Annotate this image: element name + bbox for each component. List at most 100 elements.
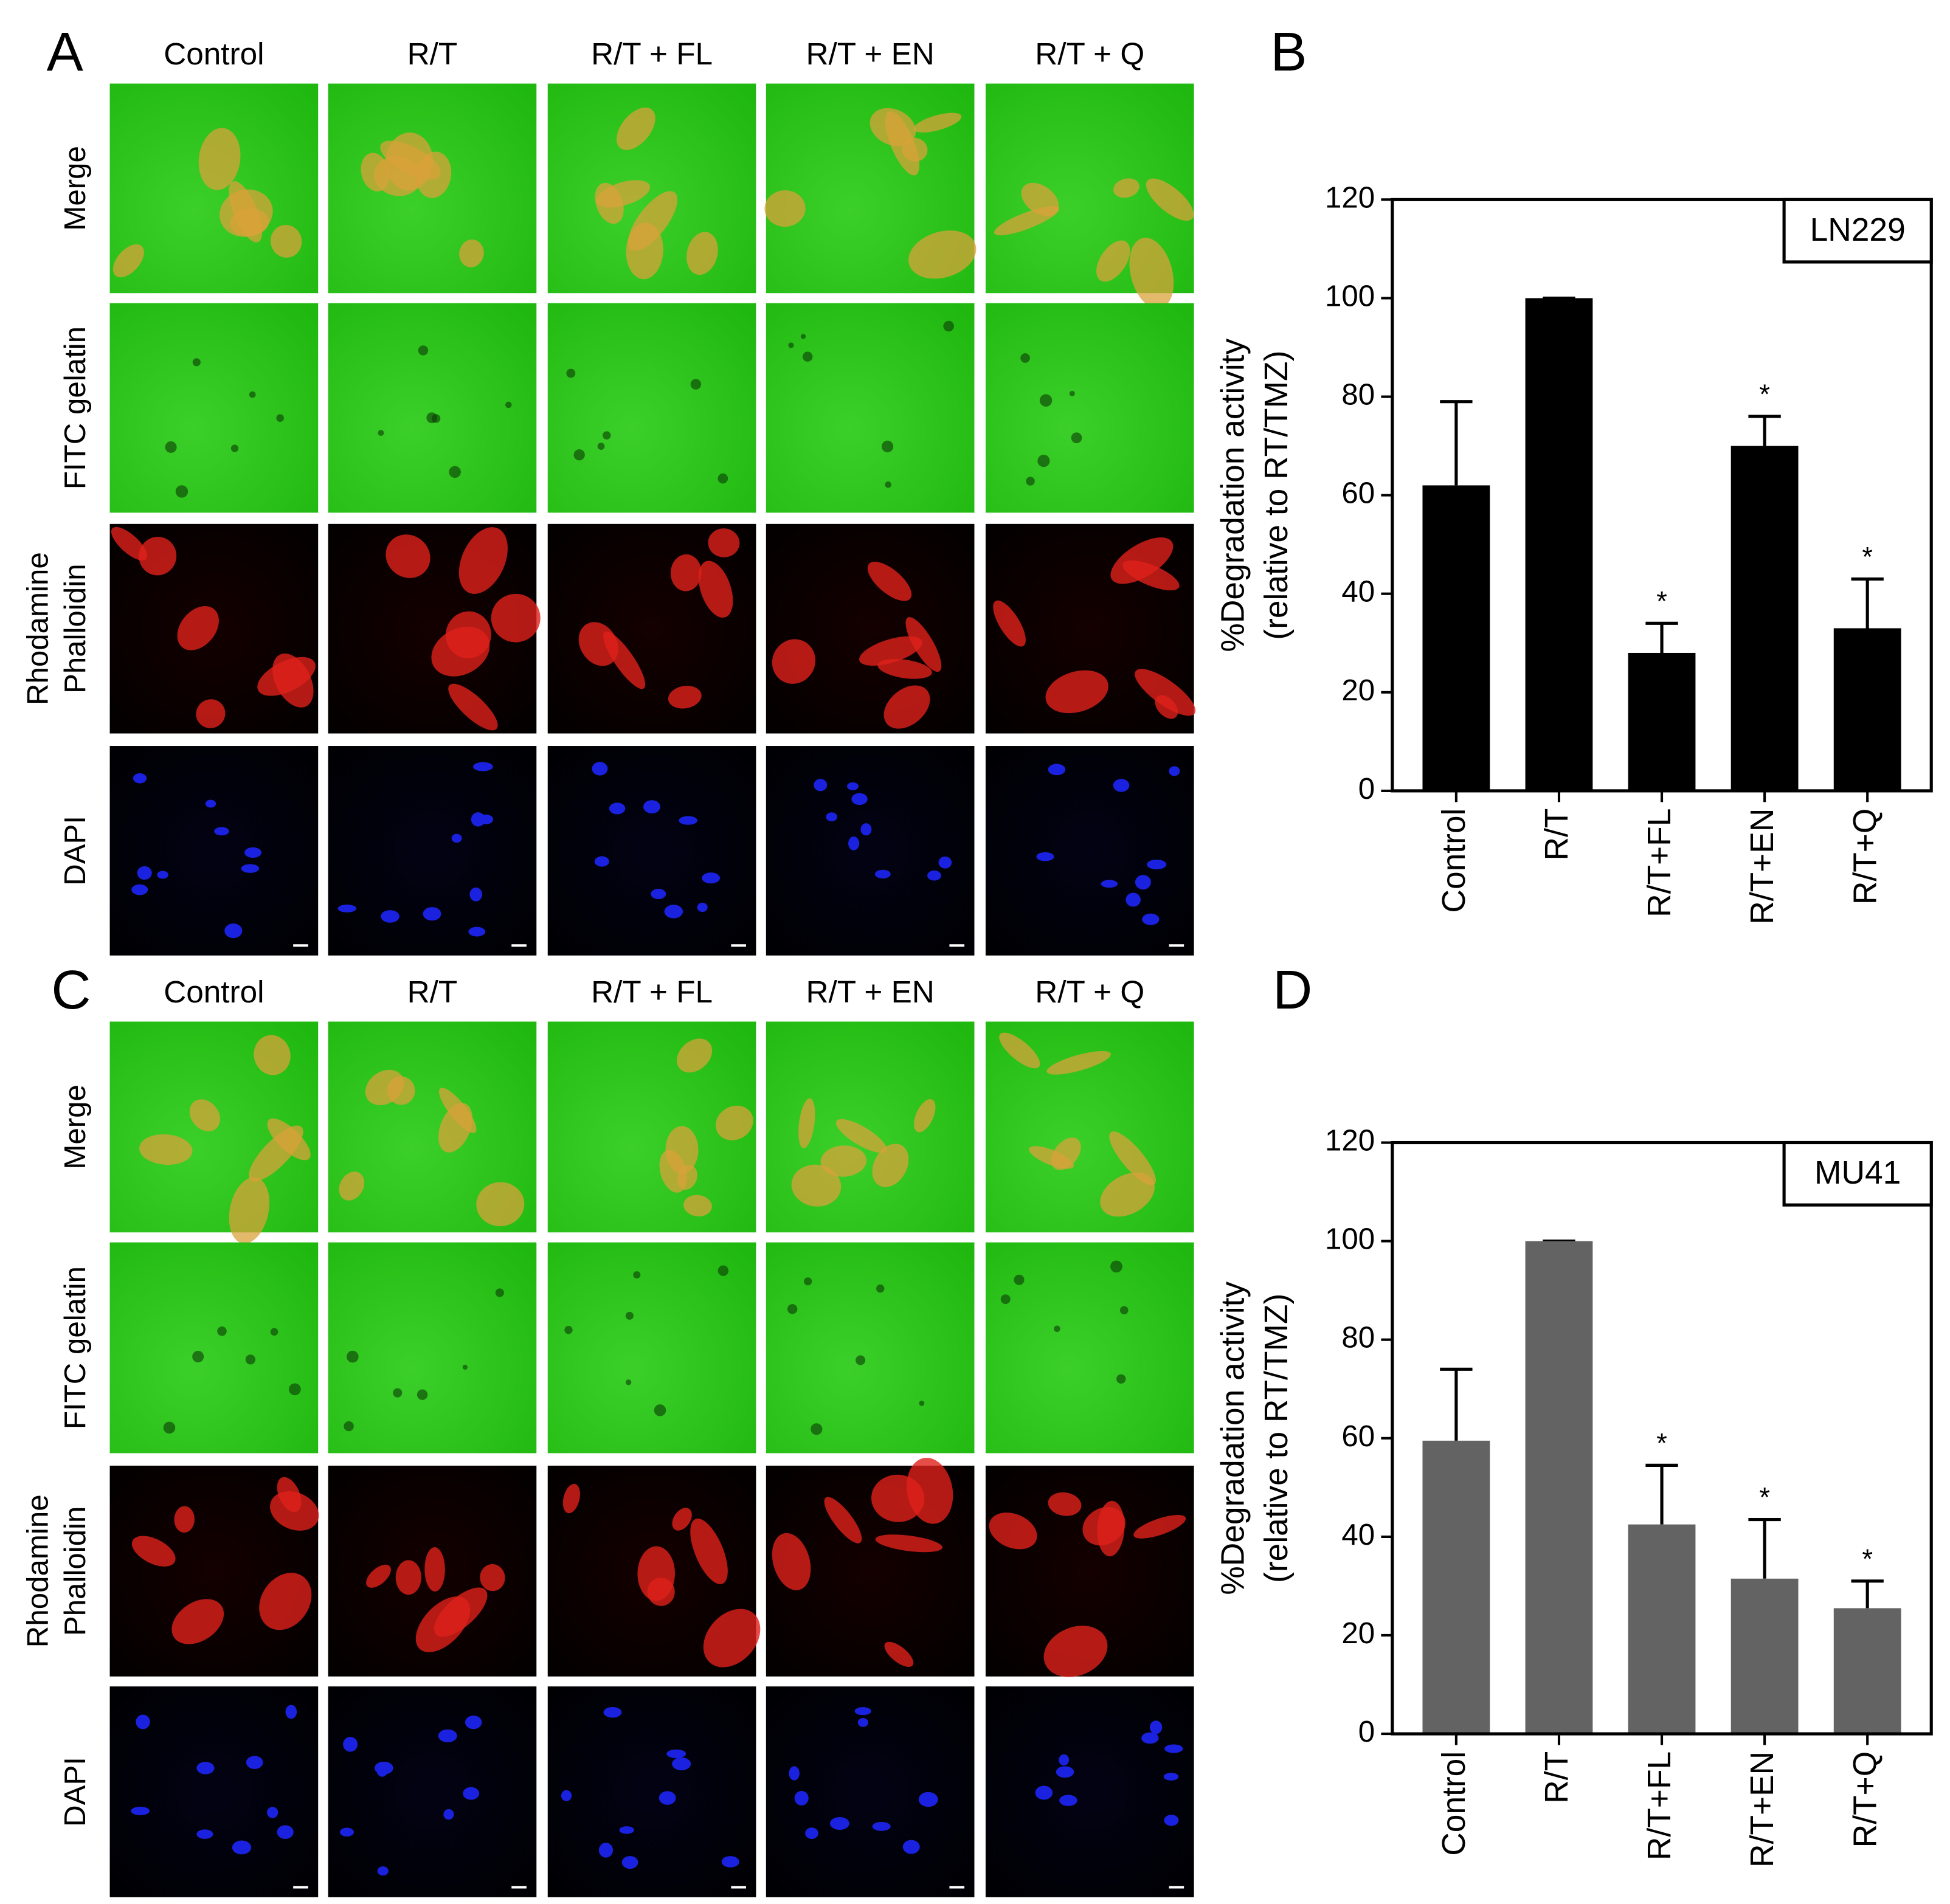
nucleus <box>643 800 660 814</box>
nucleus <box>702 872 721 884</box>
nucleus <box>1141 1732 1159 1744</box>
nucleus <box>927 870 941 881</box>
nucleus <box>847 782 859 790</box>
x-tick-label: R/T+FL <box>1642 1751 1678 1860</box>
cell <box>698 561 733 618</box>
row-label: Rhodamine <box>21 1494 55 1647</box>
micrograph <box>328 746 537 956</box>
y-tick-label: 40 <box>1341 1518 1375 1551</box>
cell <box>708 528 740 557</box>
nucleus <box>133 773 147 784</box>
nucleus <box>609 802 626 815</box>
y-tick-label: 120 <box>1325 1124 1375 1157</box>
cell <box>220 189 273 237</box>
panel-label: C <box>51 959 91 1021</box>
degradation-spot <box>1054 1325 1060 1333</box>
cell <box>366 1564 391 1588</box>
row-label: Merge <box>58 146 92 231</box>
degradation-spot <box>1071 432 1082 444</box>
micrograph <box>766 746 975 956</box>
row-label: Rhodamine <box>21 552 55 705</box>
nucleus <box>232 1840 252 1855</box>
nucleus <box>214 827 229 836</box>
degradation-spot <box>378 430 384 436</box>
nucleus <box>826 812 837 822</box>
nucleus <box>381 910 399 923</box>
nucleus <box>851 793 868 805</box>
nucleus <box>375 1761 393 1775</box>
x-tick-label: R/T <box>1539 809 1575 861</box>
degradation-spot <box>1020 353 1030 363</box>
cell <box>908 230 977 279</box>
nucleus <box>721 1856 739 1868</box>
nucleus <box>196 1829 213 1839</box>
degradation-spot <box>418 345 429 356</box>
cell <box>1146 178 1194 221</box>
column-label: R/T + FL <box>591 974 713 1009</box>
nucleus <box>137 866 152 880</box>
cell <box>1133 1515 1186 1539</box>
cell <box>1046 1051 1111 1075</box>
nucleus <box>1164 1815 1179 1826</box>
nucleus <box>267 1807 278 1818</box>
nucleus <box>814 779 828 792</box>
cell <box>883 685 930 729</box>
cell <box>1110 537 1174 584</box>
y-tick-label: 60 <box>1341 1419 1375 1453</box>
significance-mark: * <box>1759 1482 1770 1513</box>
cell <box>1122 560 1180 591</box>
nucleus <box>443 1809 454 1820</box>
cell <box>198 128 241 190</box>
micrograph <box>766 1686 975 1897</box>
cell <box>112 244 144 278</box>
annotation-box <box>1782 198 1933 264</box>
x-tick-label: R/T+EN <box>1744 1751 1780 1868</box>
degradation-spot <box>344 1421 354 1432</box>
cell <box>798 1098 815 1148</box>
micrograph <box>985 1686 1194 1897</box>
cell <box>1135 669 1196 716</box>
cell <box>386 132 434 191</box>
annotation: MU41 <box>1814 1155 1901 1191</box>
cell <box>914 1099 936 1133</box>
nucleus <box>246 1756 263 1769</box>
cell <box>562 1483 580 1514</box>
plot-frame <box>1391 198 1933 793</box>
cell <box>196 699 226 728</box>
degradation-spot <box>276 414 284 422</box>
nucleus <box>594 856 609 867</box>
nucleus <box>938 856 952 869</box>
plot-frame <box>1391 1140 1933 1736</box>
degradation-spot <box>885 481 891 488</box>
cell <box>1045 670 1108 714</box>
cell <box>1043 1626 1108 1677</box>
cell <box>628 191 678 251</box>
degradation-spot <box>856 1355 866 1365</box>
y-axis-label: (relative to RT/TMZ) <box>1259 1294 1295 1583</box>
degradation-spot <box>804 1277 812 1286</box>
cell <box>871 1474 925 1522</box>
cell <box>229 1177 270 1244</box>
cell <box>189 1099 221 1131</box>
nucleus <box>1036 852 1054 861</box>
degradation-spot <box>192 358 201 367</box>
degradation-spot <box>495 1288 504 1297</box>
degradation-spot <box>289 1383 301 1396</box>
degradation-spot <box>787 1304 798 1314</box>
degradation-spot <box>1116 1374 1126 1384</box>
nucleus <box>1142 913 1160 925</box>
nucleus <box>1059 1795 1077 1806</box>
cell <box>1113 178 1139 198</box>
panel-label: B <box>1270 21 1307 83</box>
y-tick-label: 120 <box>1325 181 1375 214</box>
cell <box>272 654 314 708</box>
cell <box>989 1513 1037 1550</box>
cell <box>415 1596 471 1652</box>
cell <box>386 534 430 578</box>
micrograph <box>328 1242 537 1454</box>
row-label: DAPI <box>58 1757 92 1827</box>
panel-label: D <box>1273 959 1312 1021</box>
nucleus <box>468 926 486 937</box>
micrograph <box>766 303 975 513</box>
degradation-spot <box>462 1364 468 1370</box>
